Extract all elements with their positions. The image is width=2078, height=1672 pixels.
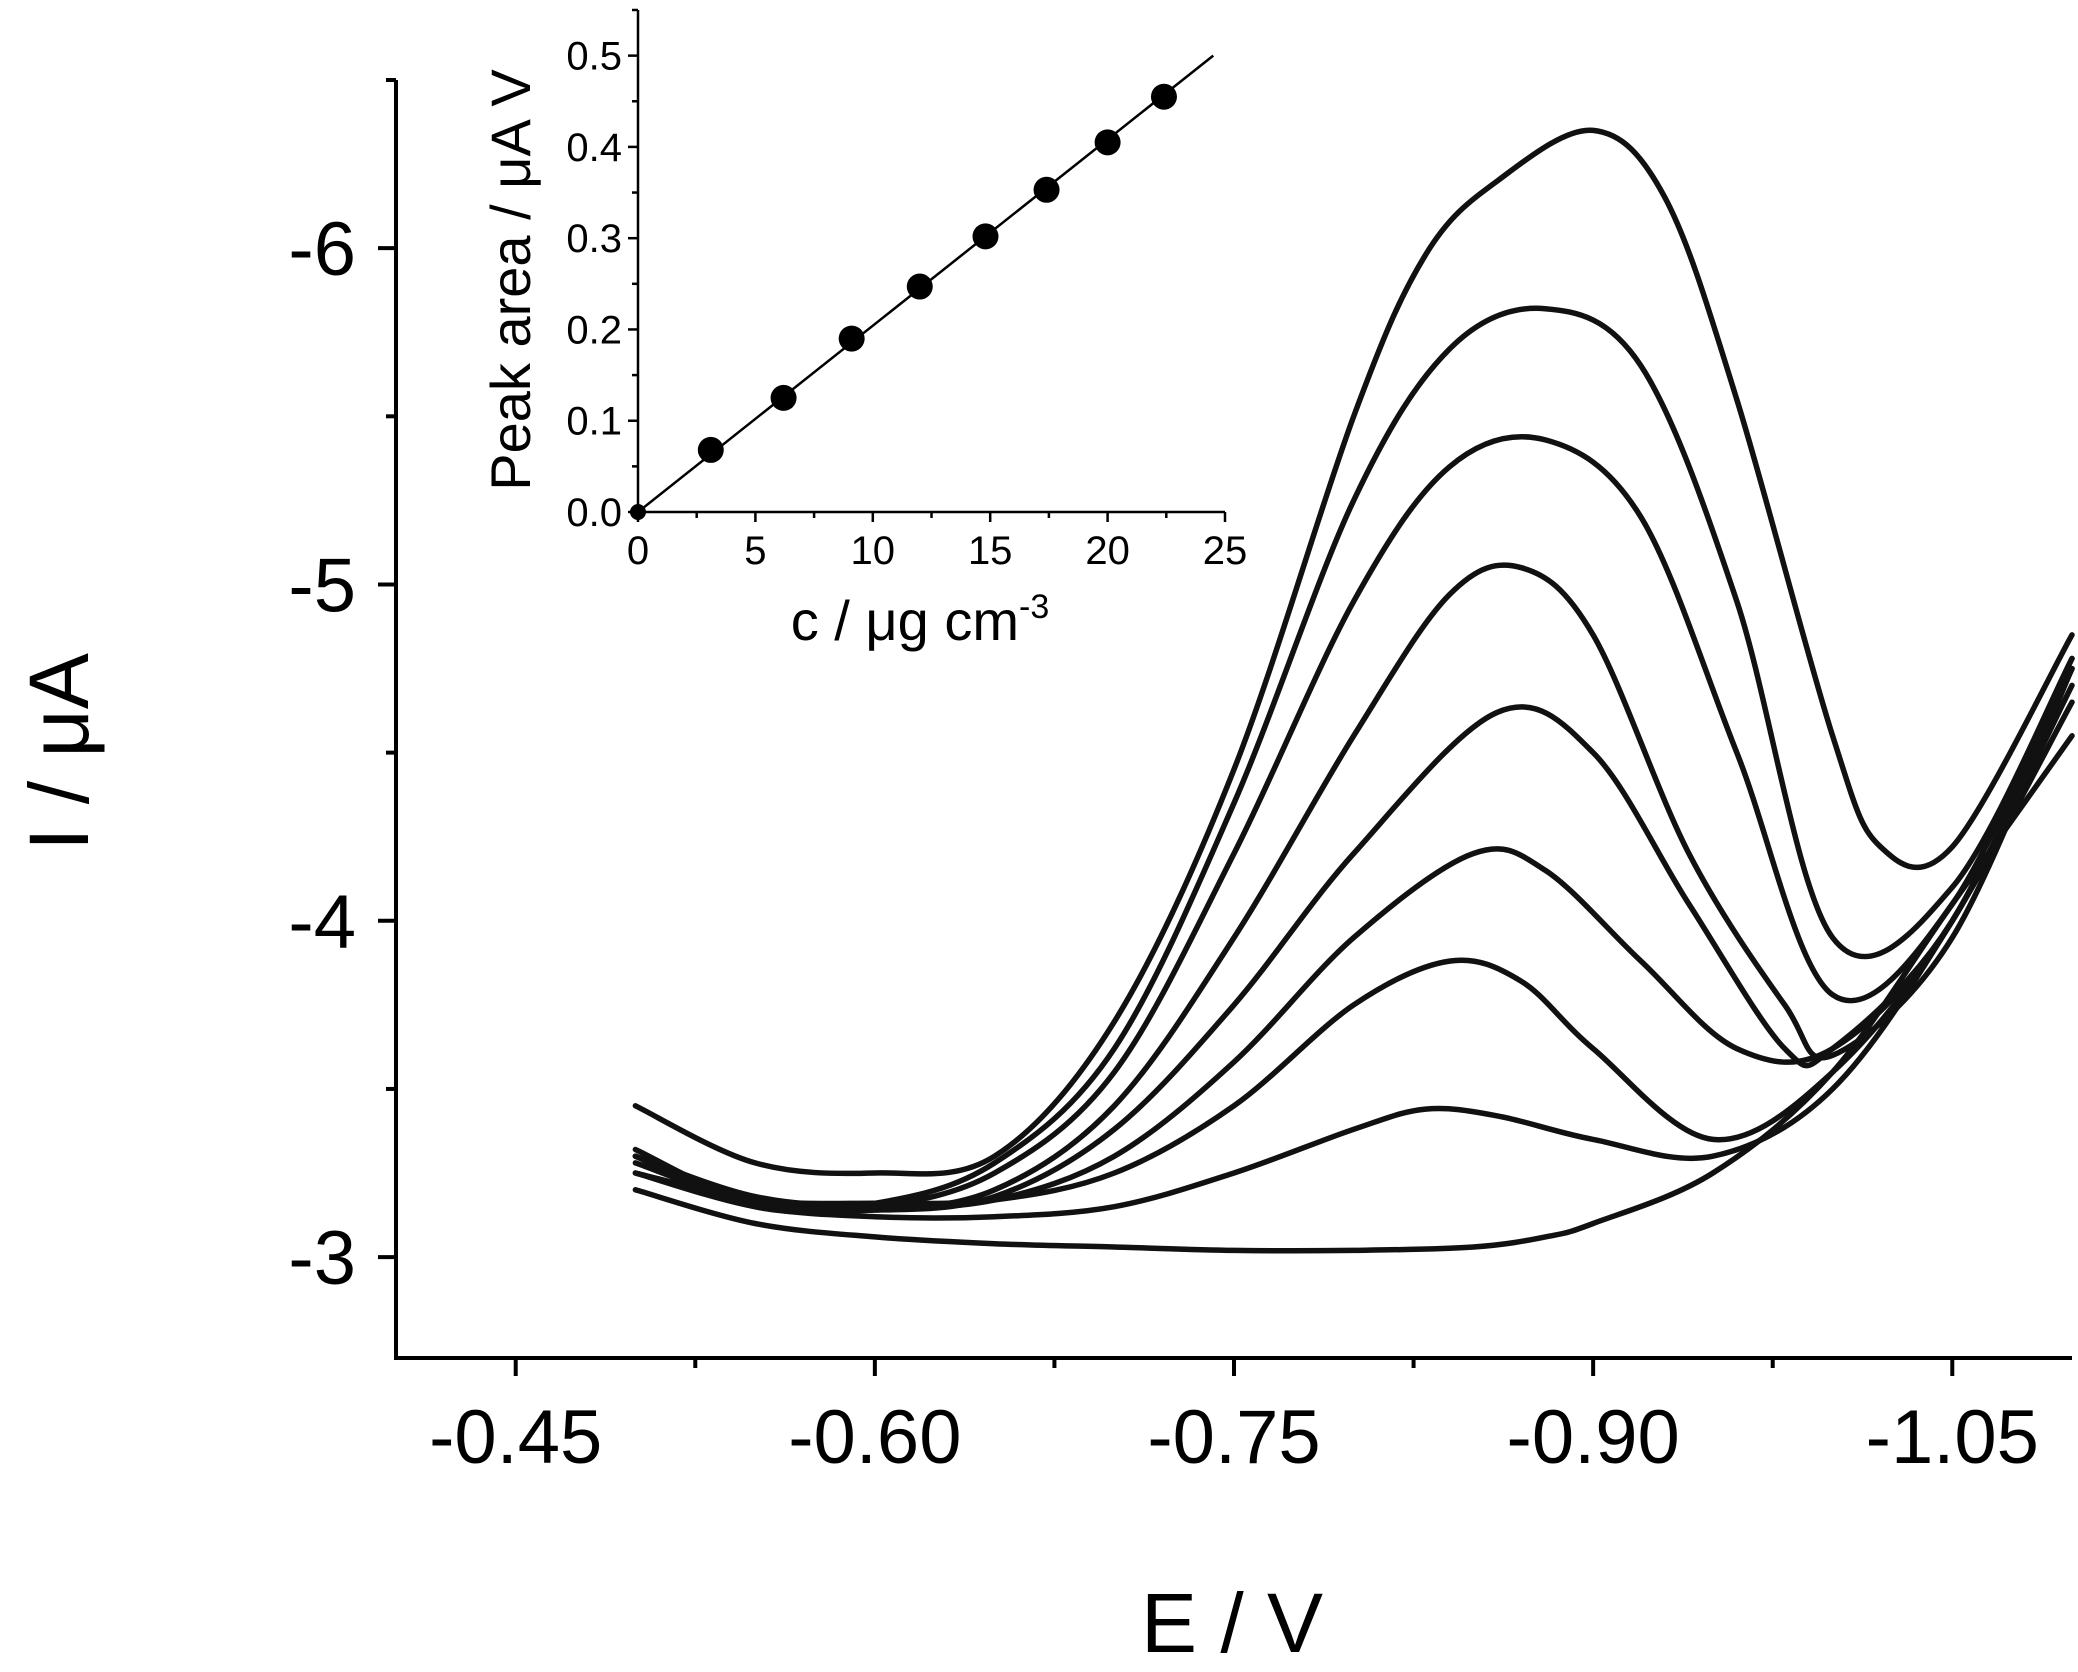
inset-x-tick-label: 10 [851, 529, 896, 573]
main-y-axis-title: I / μA [12, 653, 106, 851]
inset-x-tick-label: 0 [627, 529, 649, 573]
inset-y-tick-label: 0.1 [566, 400, 622, 444]
inset-data-point [697, 436, 724, 463]
voltammogram-curve-7 [632, 434, 2075, 1215]
main-x-tick-label: -0.45 [429, 1395, 602, 1480]
main-y-tick-label: -3 [288, 1216, 356, 1301]
inset-data-point [1094, 129, 1121, 156]
inset-y-tick-label: 0.2 [566, 308, 622, 352]
inset-x-tick-label: 15 [968, 529, 1013, 573]
voltammogram-curve-4 [632, 665, 2075, 1210]
inset-y-tick-label: 0.0 [566, 491, 622, 535]
voltammogram-curve-2 [632, 699, 2075, 1221]
inset-data-point [1033, 176, 1060, 203]
inset-data-point [1150, 83, 1177, 110]
inset-data-point [838, 325, 865, 352]
inset-data-point [630, 504, 646, 520]
main-axes: -0.45 -0.60 -0.75 -0.90 -1.05 -3 -4 -5 -6 [288, 78, 2072, 1480]
voltammogram-curve-9 [632, 127, 2075, 1177]
inset-y-tick-label: 0.3 [566, 217, 622, 261]
main-y-tick-label: -5 [288, 543, 356, 628]
main-y-tick-label: -4 [288, 880, 356, 965]
voltammogram-curve-8 [632, 305, 2075, 1212]
main-x-tick-label: -0.90 [1507, 1395, 1680, 1480]
inset-y-axis-title: Peak area / μA V [479, 69, 542, 491]
inset-x-axis-title-main: c / μg cm [791, 589, 1019, 652]
voltammogram-curve-3 [632, 682, 2075, 1207]
inset-y-tick-label: 0.4 [566, 126, 622, 170]
inset-data-point [906, 273, 933, 300]
inset-data-point [770, 384, 797, 411]
main-x-axis-title: E / V [1141, 1576, 1323, 1667]
inset-x-tick-label: 25 [1203, 529, 1248, 573]
inset-marks [630, 54, 1215, 520]
inset-x-tick-label: 20 [1085, 529, 1130, 573]
main-curves [632, 127, 2075, 1254]
inset-chart: 0 5 10 15 20 25 0.0 0.1 0.2 0.3 0.4 0.5 c / μg cm-3… [479, 8, 1248, 652]
main-x-tick-label: -0.60 [788, 1395, 961, 1480]
inset-axes: 0 5 10 15 20 25 0.0 0.1 0.2 0.3 0.4 0.5 [566, 8, 1248, 573]
inset-x-axis-title: c / μg cm-3 [791, 588, 1050, 652]
main-chart: -0.45 -0.60 -0.75 -0.90 -1.05-3-4-5-6 E / V … [12, 78, 2075, 1670]
main-y-tick-label: -6 [288, 207, 356, 292]
inset-data-point [972, 223, 999, 250]
inset-x-axis-title-superscript: -3 [1019, 588, 1049, 626]
inset-x-tick-label: 5 [744, 529, 766, 573]
main-x-tick-label: -0.75 [1147, 1395, 1320, 1480]
voltammogram-curve-6 [632, 562, 2075, 1214]
inset-y-tick-label: 0.5 [566, 35, 622, 79]
main-x-tick-label: -1.05 [1866, 1395, 2039, 1480]
